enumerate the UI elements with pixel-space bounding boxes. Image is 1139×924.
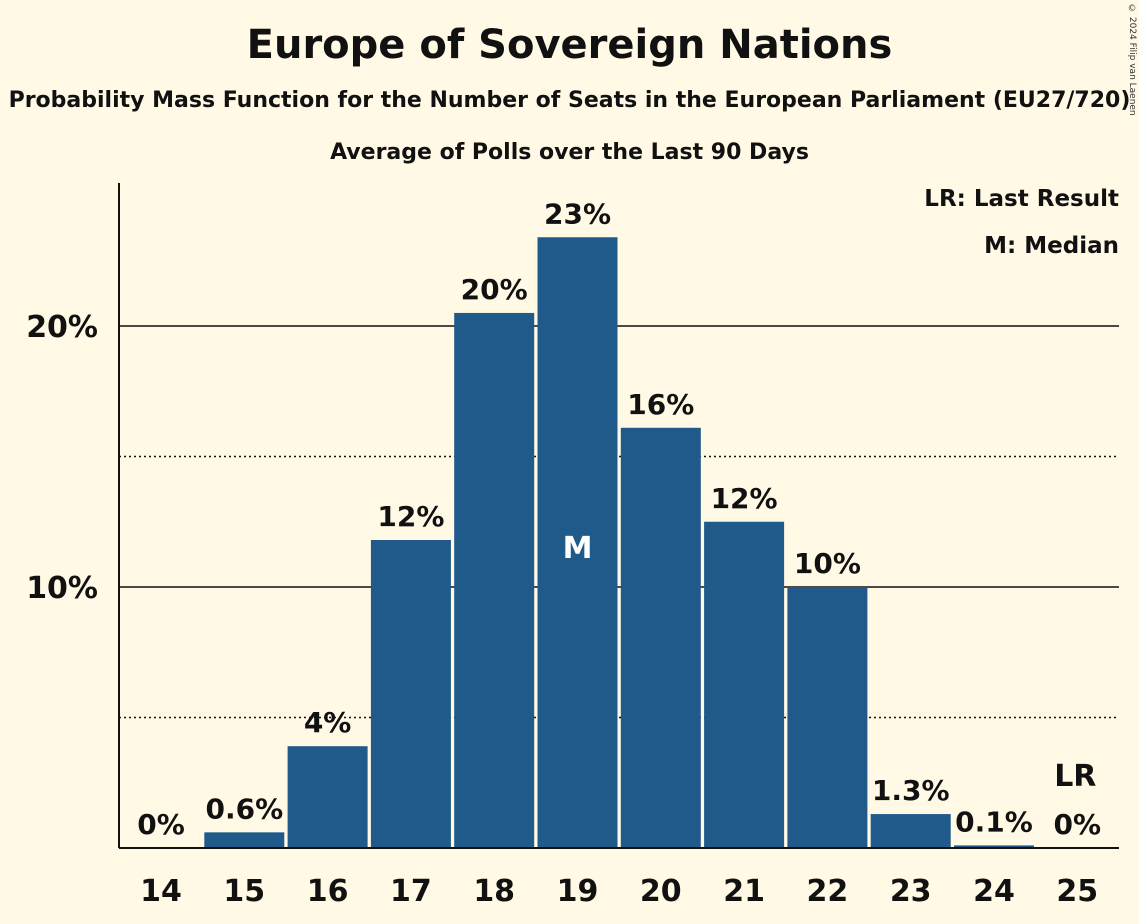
copyright-notice: © 2024 Filip van Laenen (1127, 4, 1137, 116)
data-label: 0.6% (205, 792, 283, 825)
legend-last-result: LR: Last Result (924, 186, 1119, 212)
x-tick-label: 22 (807, 874, 849, 909)
bar (954, 845, 1034, 848)
x-tick-label: 16 (307, 874, 349, 909)
chart-title: Europe of Sovereign Nations (246, 22, 893, 68)
data-label: 12% (377, 500, 444, 533)
bar (704, 521, 785, 848)
x-tick-label: 14 (140, 874, 182, 909)
bar (537, 237, 618, 848)
median-marker: M (563, 531, 593, 566)
chart-subtitle-2: Average of Polls over the Last 90 Days (330, 140, 809, 165)
data-label: 10% (794, 547, 861, 580)
x-tick-label: 18 (473, 874, 515, 909)
data-label: 0.1% (955, 805, 1033, 838)
data-label: 0% (1054, 808, 1102, 841)
x-tick-label: 24 (973, 874, 1015, 909)
chart-subtitle: Probability Mass Function for the Number… (8, 88, 1131, 113)
legend-median: M: Median (984, 233, 1119, 259)
x-tick-label: 17 (390, 874, 432, 909)
x-tick-label: 20 (640, 874, 682, 909)
y-tick-label: 10% (26, 571, 98, 606)
bar (370, 540, 451, 848)
data-label: 4% (304, 706, 352, 739)
x-tick-label: 25 (1056, 874, 1098, 909)
data-label: 1.3% (872, 774, 950, 807)
data-label: 16% (627, 388, 694, 421)
x-tick-label: 15 (223, 874, 265, 909)
bar (620, 427, 701, 848)
y-tick-label: 20% (26, 310, 98, 345)
bar (870, 814, 951, 848)
data-label: 23% (544, 197, 611, 230)
x-tick-label: 23 (890, 874, 932, 909)
bar (787, 587, 868, 848)
data-label: 0% (137, 808, 185, 841)
bar (287, 746, 368, 848)
x-tick-label: 19 (557, 874, 599, 909)
data-label: 12% (711, 482, 778, 515)
bar (454, 312, 535, 848)
last-result-marker: LR (1054, 759, 1096, 794)
bar (204, 832, 285, 848)
x-tick-label: 21 (723, 874, 765, 909)
data-label: 20% (461, 273, 528, 306)
